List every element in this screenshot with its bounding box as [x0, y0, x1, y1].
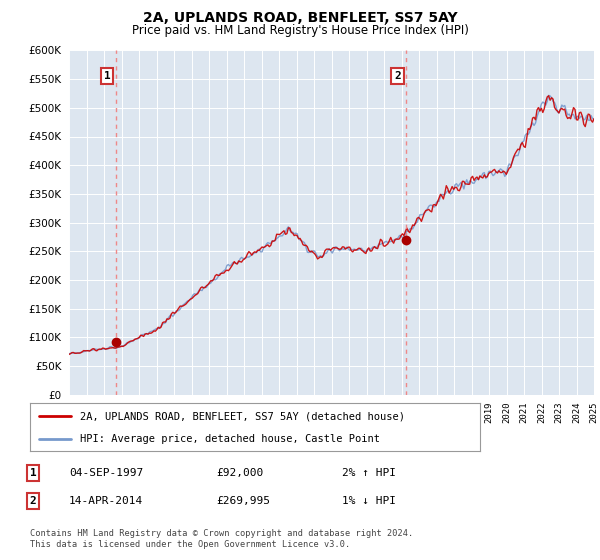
- Text: 2: 2: [394, 71, 401, 81]
- Text: £269,995: £269,995: [216, 496, 270, 506]
- Text: 2% ↑ HPI: 2% ↑ HPI: [342, 468, 396, 478]
- Text: 1% ↓ HPI: 1% ↓ HPI: [342, 496, 396, 506]
- Text: 14-APR-2014: 14-APR-2014: [69, 496, 143, 506]
- Text: Contains HM Land Registry data © Crown copyright and database right 2024.
This d: Contains HM Land Registry data © Crown c…: [30, 529, 413, 549]
- Text: £92,000: £92,000: [216, 468, 263, 478]
- Text: HPI: Average price, detached house, Castle Point: HPI: Average price, detached house, Cast…: [79, 434, 380, 444]
- Text: 2A, UPLANDS ROAD, BENFLEET, SS7 5AY (detached house): 2A, UPLANDS ROAD, BENFLEET, SS7 5AY (det…: [79, 411, 404, 421]
- Text: 2: 2: [29, 496, 37, 506]
- Text: 1: 1: [104, 71, 110, 81]
- Text: 04-SEP-1997: 04-SEP-1997: [69, 468, 143, 478]
- Text: Price paid vs. HM Land Registry's House Price Index (HPI): Price paid vs. HM Land Registry's House …: [131, 24, 469, 36]
- Text: 2A, UPLANDS ROAD, BENFLEET, SS7 5AY: 2A, UPLANDS ROAD, BENFLEET, SS7 5AY: [143, 11, 457, 25]
- Text: 1: 1: [29, 468, 37, 478]
